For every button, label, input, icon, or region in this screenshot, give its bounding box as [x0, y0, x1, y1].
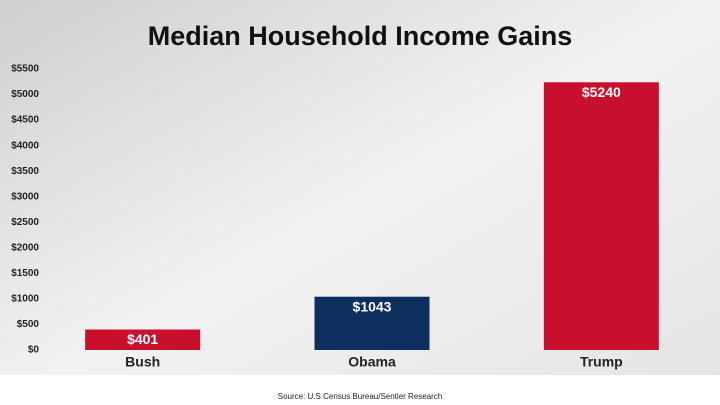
y-tick-label: $5500	[11, 64, 39, 75]
x-tick-label: Bush	[125, 354, 160, 370]
y-tick-label: $0	[28, 345, 40, 356]
y-tick-label: $5000	[11, 89, 39, 100]
y-tick-label: $3000	[11, 191, 39, 202]
y-tick-label: $1500	[11, 268, 39, 279]
y-tick-label: $500	[17, 319, 40, 330]
x-tick-label: Trump	[580, 354, 623, 370]
y-tick-label: $2500	[11, 217, 39, 228]
y-tick-label: $4500	[11, 115, 39, 126]
y-tick-label: $2000	[11, 242, 39, 253]
value-label: $5240	[582, 84, 621, 100]
y-tick-label: $4000	[11, 140, 39, 151]
bar	[85, 329, 201, 350]
value-label: $1043	[353, 298, 392, 314]
y-tick-label: $1000	[11, 294, 39, 305]
value-label: $401	[127, 331, 158, 347]
bar	[314, 296, 430, 350]
x-tick-label: Obama	[348, 354, 396, 370]
chart-title: Median Household Income Gains	[148, 21, 573, 51]
bar	[543, 82, 659, 351]
source-note: Source: U.S Census Bureau/Sentier Resear…	[278, 392, 443, 401]
y-tick-label: $3500	[11, 166, 39, 177]
footer-band	[0, 375, 720, 405]
